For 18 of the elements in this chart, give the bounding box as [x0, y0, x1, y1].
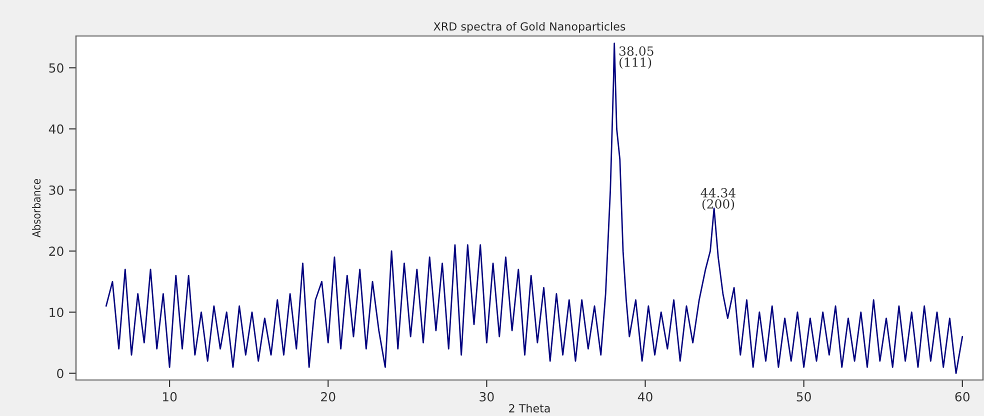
x-axis-title: 2 Theta [509, 404, 550, 413]
x-tick-label: 50 [796, 392, 811, 402]
annotation: 44.34 (200) [700, 188, 736, 210]
y-tick-label: 30 [49, 185, 64, 195]
y-tick-label: 10 [50, 308, 64, 318]
chart-title: XRD spectra of Gold Nanoparticles [434, 22, 626, 33]
x-tick-label: 20 [321, 392, 336, 402]
y-tick-label: 40 [48, 124, 64, 134]
y-tick-label: 20 [49, 246, 64, 256]
y-tick-label: 50 [49, 63, 64, 73]
x-tick-label: 10 [162, 392, 177, 402]
x-tick-label: 40 [638, 392, 652, 402]
x-tick-label: 60 [955, 392, 970, 402]
y-axis-title: Absorbance [32, 178, 41, 238]
y-tick-label: 0 [57, 368, 64, 378]
annotation: 38.05 (111) [619, 46, 654, 69]
x-tick-label: 30 [480, 392, 494, 402]
line-series [105, 42, 964, 374]
